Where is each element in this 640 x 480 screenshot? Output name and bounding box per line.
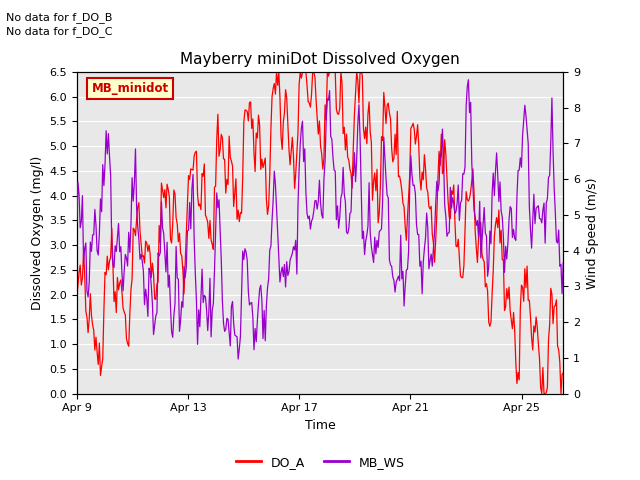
Text: No data for f_DO_C: No data for f_DO_C	[6, 26, 113, 37]
Text: No data for f_DO_B: No data for f_DO_B	[6, 12, 113, 23]
Text: MB_minidot: MB_minidot	[92, 82, 168, 95]
Legend: DO_A, MB_WS: DO_A, MB_WS	[230, 451, 410, 474]
Y-axis label: Dissolved Oxygen (mg/l): Dissolved Oxygen (mg/l)	[31, 156, 44, 310]
Y-axis label: Wind Speed (m/s): Wind Speed (m/s)	[586, 177, 598, 288]
X-axis label: Time: Time	[305, 419, 335, 432]
Title: Mayberry miniDot Dissolved Oxygen: Mayberry miniDot Dissolved Oxygen	[180, 52, 460, 67]
